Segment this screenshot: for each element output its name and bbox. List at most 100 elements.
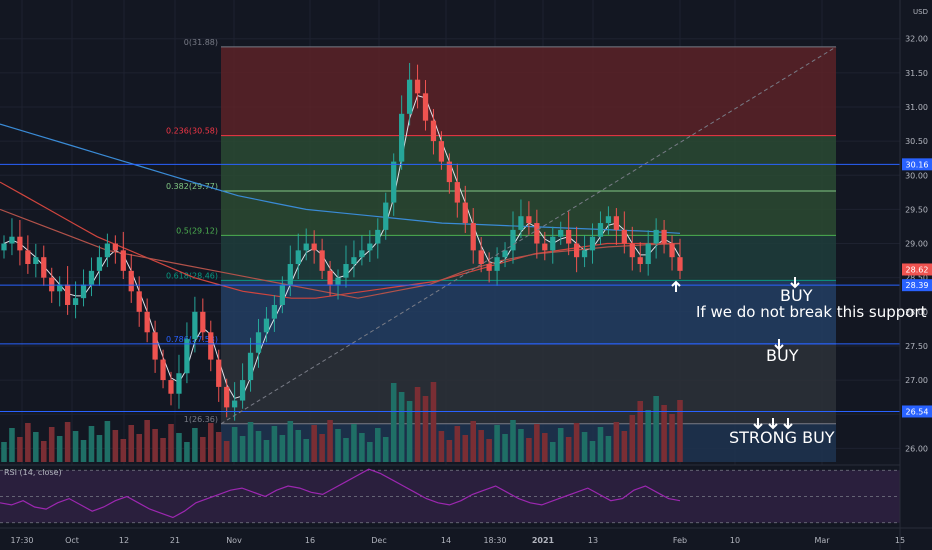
candle-body[interactable] — [232, 400, 238, 408]
candle-body[interactable] — [168, 380, 174, 394]
candle-body[interactable] — [422, 93, 429, 121]
candle-body[interactable] — [295, 250, 301, 265]
candle-body[interactable] — [637, 257, 643, 265]
price-axis[interactable]: USD 32.00 31.50 31.00 30.50 30.00 29.50 29.00 28… — [899, 0, 932, 550]
candle-body[interactable] — [661, 229, 667, 244]
candle-body[interactable] — [558, 229, 564, 237]
candle-body[interactable] — [446, 161, 452, 183]
candle-body[interactable] — [335, 277, 341, 285]
candle-body[interactable] — [653, 229, 659, 244]
price-marker[interactable] — [902, 158, 932, 171]
candle-body[interactable] — [375, 229, 381, 244]
candle-body[interactable] — [80, 284, 87, 299]
candle-body[interactable] — [573, 243, 580, 258]
candle-body[interactable] — [9, 236, 15, 244]
candle-body[interactable] — [454, 182, 460, 203]
candle-body[interactable] — [263, 318, 270, 333]
candle-body[interactable] — [438, 141, 445, 162]
candle-body[interactable] — [462, 202, 468, 224]
candle-body[interactable] — [478, 250, 484, 265]
candle-body[interactable] — [470, 223, 476, 251]
candle-body[interactable] — [49, 277, 55, 292]
candle-body[interactable] — [351, 257, 357, 265]
price-marker[interactable] — [902, 263, 932, 276]
candle-body[interactable] — [184, 339, 190, 374]
candle-body[interactable] — [645, 243, 651, 265]
candle-body[interactable] — [589, 236, 596, 251]
candle-body[interactable] — [581, 250, 588, 258]
candle-body[interactable] — [542, 243, 548, 251]
candle-body[interactable] — [327, 270, 333, 285]
candle-body[interactable] — [96, 257, 103, 271]
candle-body[interactable] — [311, 243, 317, 251]
candlesticks[interactable] — [1, 62, 683, 421]
candle-body[interactable] — [399, 113, 405, 162]
candle-body[interactable] — [303, 243, 309, 251]
candle-body[interactable] — [200, 311, 206, 333]
candle-body[interactable] — [104, 243, 111, 258]
time-axis[interactable]: 17:30 Oct 12 21 Nov 16 Dec 14 18:30 2021 13 Feb 10 Ma… — [0, 527, 932, 545]
candle-body[interactable] — [391, 161, 397, 203]
candle-body[interactable] — [534, 223, 540, 244]
candle-body[interactable] — [192, 311, 198, 340]
candle-body[interactable] — [613, 216, 620, 230]
candle-body[interactable] — [494, 257, 500, 271]
horizontal-levels[interactable] — [0, 163, 900, 412]
rsi-pane[interactable]: RSI (14, close)75.0050.0025.00 — [0, 464, 932, 528]
candle-body[interactable] — [629, 243, 635, 258]
trend-line[interactable] — [220, 46, 837, 425]
candle-body[interactable] — [550, 236, 556, 251]
candle-body[interactable] — [72, 298, 79, 305]
candle-body[interactable] — [677, 257, 683, 271]
candle-body[interactable] — [120, 250, 126, 271]
candle-body[interactable] — [287, 264, 293, 285]
candle-body[interactable] — [518, 216, 524, 230]
candle-body[interactable] — [144, 311, 150, 333]
candle-body[interactable] — [208, 332, 214, 360]
candle-body[interactable] — [359, 250, 365, 258]
candle-body[interactable] — [41, 257, 47, 278]
candle-body[interactable] — [239, 380, 246, 401]
candle-body[interactable] — [414, 79, 421, 94]
candle-body[interactable] — [255, 332, 262, 353]
candle-body[interactable] — [152, 332, 158, 360]
candle-body[interactable] — [319, 250, 325, 271]
candle-body[interactable] — [502, 250, 508, 258]
candle-body[interactable] — [160, 359, 166, 381]
candle-body[interactable] — [88, 270, 95, 285]
candle-body[interactable] — [17, 236, 23, 251]
candle-body[interactable] — [247, 352, 254, 381]
candle-body[interactable] — [64, 284, 71, 305]
candle-body[interactable] — [128, 270, 134, 292]
price-marker[interactable] — [902, 279, 932, 292]
candle-body[interactable] — [526, 216, 532, 224]
candle-body[interactable] — [597, 223, 604, 237]
price-marker[interactable] — [902, 405, 932, 418]
candle-body[interactable] — [224, 386, 230, 408]
candle-body[interactable] — [406, 79, 413, 114]
candle-body[interactable] — [621, 229, 627, 244]
candle-body[interactable] — [112, 243, 118, 251]
candle-body[interactable] — [510, 229, 516, 251]
candle-body[interactable] — [605, 216, 612, 224]
candle-body[interactable] — [669, 243, 675, 258]
fibonacci-retracement[interactable]: 0(31.88) 0.236(30.58) 0.382(29.77) 0.5(29.1… — [166, 38, 836, 462]
candle-body[interactable] — [367, 243, 373, 251]
candle-body[interactable] — [1, 243, 7, 251]
candle-body[interactable] — [486, 264, 492, 271]
candle-body[interactable] — [430, 120, 437, 142]
candle-body[interactable] — [279, 284, 285, 305]
candle-body[interactable] — [33, 257, 39, 265]
candle-body[interactable] — [216, 359, 222, 387]
fib-trend-line[interactable] — [220, 46, 837, 425]
candle-body[interactable] — [136, 291, 142, 312]
candle-body[interactable] — [383, 202, 389, 230]
candle-body[interactable] — [176, 373, 182, 394]
candle-body[interactable] — [25, 250, 31, 265]
candle-body[interactable] — [566, 229, 572, 244]
candle-body[interactable] — [343, 264, 349, 278]
candle-body[interactable] — [57, 284, 63, 292]
candle-body[interactable] — [271, 304, 278, 319]
